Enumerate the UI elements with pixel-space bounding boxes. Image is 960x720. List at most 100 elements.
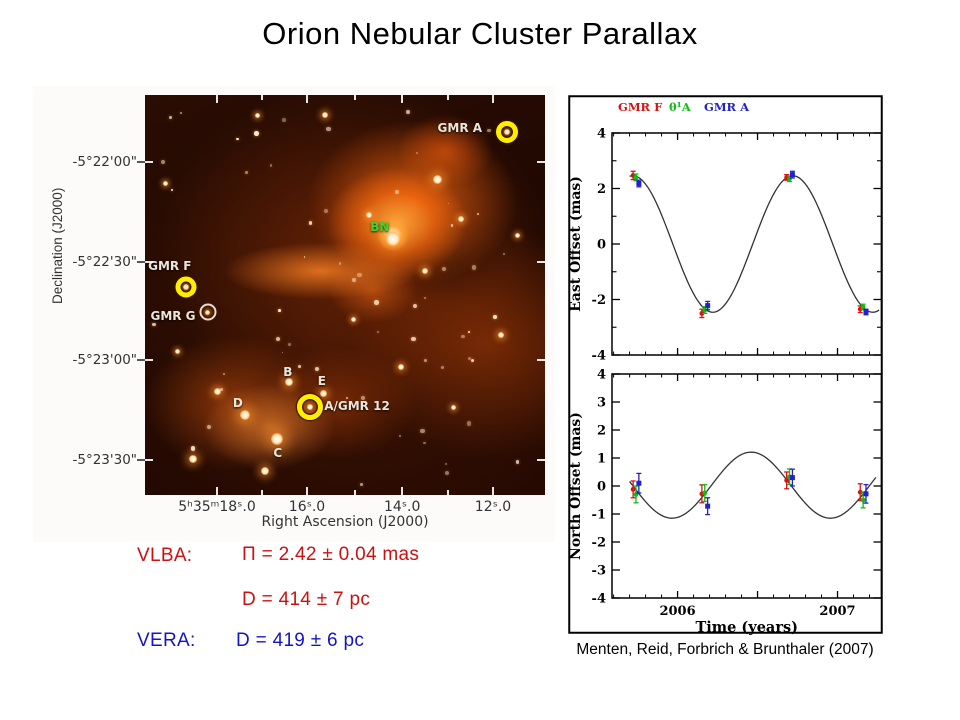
star-dot (394, 189, 399, 194)
bright-star (432, 174, 442, 184)
star-dot (423, 297, 426, 299)
data-point (636, 181, 642, 187)
star-dot (352, 278, 356, 282)
data-point (860, 497, 866, 503)
y-tick-label: 2 (597, 424, 606, 439)
ra-minor-tick (446, 95, 449, 100)
star-dot (303, 255, 306, 258)
y-tick-label: 3 (597, 396, 606, 411)
series-GMR A (636, 468, 869, 516)
source-label-source-d: D (232, 396, 243, 410)
star-dot (468, 357, 472, 361)
y-axis-title: East Offset (mas) (568, 176, 584, 312)
ra-inner-tick (216, 95, 218, 103)
star-dot (168, 115, 172, 119)
star-dot (420, 428, 425, 433)
ra-minor-tick (261, 95, 263, 100)
star-dot (445, 462, 448, 465)
data-point (633, 175, 639, 180)
legend-item-GMR A: GMR A (704, 100, 750, 114)
dec-tick (137, 359, 145, 361)
dec-tick-label: -5°23'30" (72, 452, 138, 469)
dec-inner-tick-right (537, 161, 545, 164)
source-label-a-gmr-12: A/GMR 12 (324, 398, 390, 413)
star-dot (160, 159, 166, 165)
bright-star (422, 268, 428, 274)
series-GMR A (636, 170, 869, 316)
series-θ¹A (633, 173, 866, 315)
bright-star (322, 112, 328, 118)
star-dot (440, 366, 444, 370)
page-title: Orion Nebular Cluster Parallax (262, 16, 698, 51)
marker-circle-gmr-g (199, 303, 217, 321)
dec-inner-tick (145, 459, 153, 462)
y-tick-label: 1 (597, 452, 606, 467)
ra-minor-tick (446, 490, 449, 495)
star-dot (190, 446, 196, 451)
dec-inner-tick (145, 359, 153, 362)
star-dot (281, 351, 284, 354)
star-dot (374, 300, 379, 305)
star-dot (441, 266, 446, 272)
source-label-gmr-g: GMR G (150, 308, 196, 323)
star-dot (415, 151, 418, 155)
dec-tick (137, 459, 145, 461)
data-point (789, 172, 795, 178)
star-dot (308, 221, 313, 225)
declination-axis-title: Declination (J2000) (50, 187, 65, 304)
y-tick-label: 4 (597, 127, 606, 142)
dec-tick-label: -5°22'30" (72, 254, 138, 271)
star-dot (376, 330, 379, 333)
plot-north: -4 -3 -2 -1 0 1 2 3 4 2006 2007 North Offset (mas) T… (568, 368, 883, 635)
ra-inner-tick (492, 95, 494, 103)
source-label-source-c: C (273, 446, 283, 460)
bright-star (285, 378, 293, 387)
star-dot (152, 322, 156, 327)
star-dot (471, 265, 477, 270)
ra-inner-tick (216, 487, 218, 495)
dec-inner-tick (145, 261, 153, 264)
y-tick-label: -4 (592, 592, 606, 607)
ra-inner-tick (306, 95, 308, 103)
data-point (789, 475, 795, 481)
data-point (863, 491, 869, 497)
marker-circle-gmr-f (175, 276, 197, 298)
bright-star (261, 467, 269, 475)
data-point (630, 486, 636, 492)
star-dot (326, 126, 331, 132)
data-point (699, 310, 705, 316)
star-dot (406, 110, 411, 115)
star-dot (486, 128, 491, 133)
star-dot (170, 188, 174, 192)
star-dot (338, 262, 341, 265)
dec-inner-tick-right (537, 459, 545, 462)
star-dot (468, 330, 471, 333)
citation: Menten, Reid, Forbrich & Brunthaler (200… (576, 641, 874, 658)
star-dot (278, 309, 281, 312)
star-dot (412, 304, 417, 309)
ra-tick-label: 16ˢ.0 (288, 499, 326, 515)
bright-star (213, 387, 221, 395)
bright-star (458, 216, 464, 222)
star-dot (219, 387, 224, 392)
star-dot (467, 421, 472, 426)
bright-star (174, 348, 180, 354)
y-tick-label: 2 (597, 182, 606, 197)
star-dot (276, 336, 280, 341)
y-tick-label: -2 (592, 293, 606, 308)
vlba-label: VLBA: (137, 545, 193, 566)
star-dot (244, 170, 248, 174)
star-dot (314, 367, 319, 371)
y-tick-label: 0 (597, 238, 606, 253)
source-label-gmr-a: GMR A (437, 121, 483, 136)
bright-star (386, 232, 400, 246)
star-dot (398, 434, 402, 438)
bright-star (398, 364, 404, 370)
right-ascension-axis-title: Right Ascension (J2000) (261, 514, 429, 530)
data-point (705, 303, 711, 309)
bright-star (254, 112, 260, 118)
star-dot (360, 395, 365, 400)
data-point (863, 309, 869, 315)
series-θ¹A (633, 468, 866, 509)
